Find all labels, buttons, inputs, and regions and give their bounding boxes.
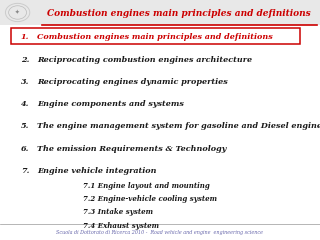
Text: Reciprocating combustion engines architecture: Reciprocating combustion engines archite… — [37, 55, 252, 64]
Text: 1.: 1. — [21, 33, 29, 41]
Text: Engine vehicle integration: Engine vehicle integration — [37, 167, 156, 175]
Text: 7.2 Engine-vehicle cooling system: 7.2 Engine-vehicle cooling system — [83, 195, 217, 203]
Text: ✦: ✦ — [15, 10, 20, 15]
Text: 3.: 3. — [21, 78, 29, 86]
Text: 7.: 7. — [21, 167, 29, 175]
Text: 7.4 Exhaust system: 7.4 Exhaust system — [83, 222, 159, 230]
Text: 7.1 Engine layout and mounting: 7.1 Engine layout and mounting — [83, 182, 210, 190]
Text: The engine management system for gasoline and Diesel engines: The engine management system for gasolin… — [37, 122, 320, 131]
FancyBboxPatch shape — [11, 28, 300, 44]
Text: 6.: 6. — [21, 145, 29, 153]
Text: 7.3 Intake system: 7.3 Intake system — [83, 208, 153, 216]
Text: The emission Requirements & Technology: The emission Requirements & Technology — [37, 145, 226, 153]
Text: Engine components and systems: Engine components and systems — [37, 100, 184, 108]
FancyBboxPatch shape — [0, 0, 320, 25]
Text: Reciprocating engines dynamic properties: Reciprocating engines dynamic properties — [37, 78, 228, 86]
Text: Combustion engines main principles and definitions: Combustion engines main principles and d… — [47, 9, 311, 18]
Text: 4.: 4. — [21, 100, 29, 108]
Text: Scuola di Dottorato di Ricerca 2010 -  Road vehicle and engine  engineering scie: Scuola di Dottorato di Ricerca 2010 - Ro… — [57, 230, 263, 234]
Text: 5.: 5. — [21, 122, 29, 131]
Text: 2.: 2. — [21, 55, 29, 64]
Text: Combustion engines main principles and definitions: Combustion engines main principles and d… — [37, 33, 273, 41]
